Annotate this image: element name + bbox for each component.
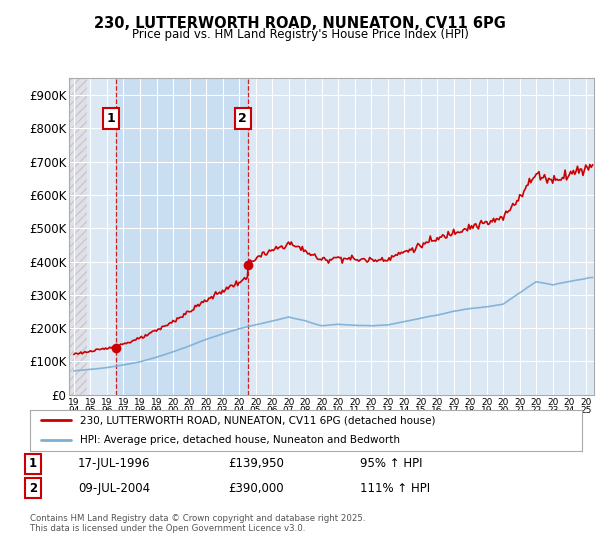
Text: £139,950: £139,950: [228, 457, 284, 470]
Text: HPI: Average price, detached house, Nuneaton and Bedworth: HPI: Average price, detached house, Nune…: [80, 435, 400, 445]
Text: 2: 2: [29, 482, 37, 495]
Text: Contains HM Land Registry data © Crown copyright and database right 2025.
This d: Contains HM Land Registry data © Crown c…: [30, 514, 365, 534]
Bar: [116, 78, 248, 395]
Text: 1: 1: [29, 457, 37, 470]
Text: 2: 2: [238, 112, 247, 125]
Text: 111% ↑ HPI: 111% ↑ HPI: [360, 482, 430, 495]
Text: 1: 1: [107, 112, 115, 125]
Text: £390,000: £390,000: [228, 482, 284, 495]
Bar: [69, 78, 87, 395]
Text: 09-JUL-2004: 09-JUL-2004: [78, 482, 150, 495]
Text: 230, LUTTERWORTH ROAD, NUNEATON, CV11 6PG (detached house): 230, LUTTERWORTH ROAD, NUNEATON, CV11 6P…: [80, 415, 435, 425]
Text: Price paid vs. HM Land Registry's House Price Index (HPI): Price paid vs. HM Land Registry's House …: [131, 28, 469, 41]
Text: 230, LUTTERWORTH ROAD, NUNEATON, CV11 6PG: 230, LUTTERWORTH ROAD, NUNEATON, CV11 6P…: [94, 16, 506, 31]
Text: 17-JUL-1996: 17-JUL-1996: [78, 457, 151, 470]
Text: 95% ↑ HPI: 95% ↑ HPI: [360, 457, 422, 470]
